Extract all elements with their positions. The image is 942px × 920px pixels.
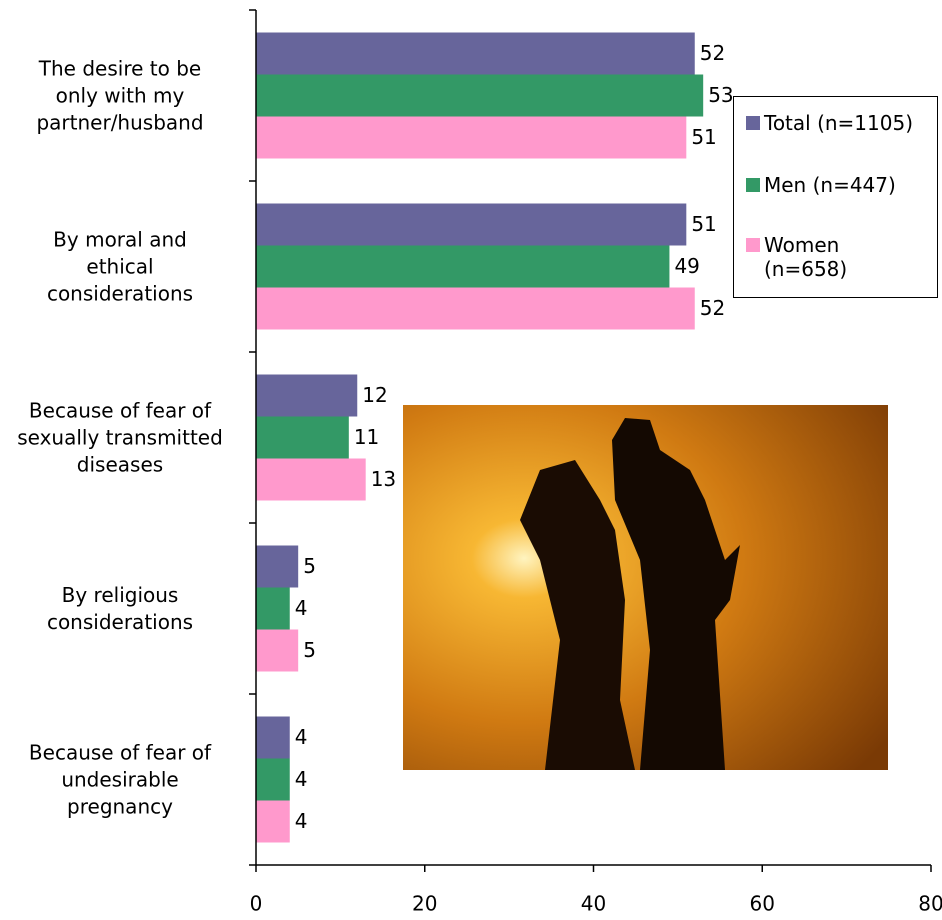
value-label: 49 xyxy=(674,254,699,278)
value-label: 51 xyxy=(691,212,716,236)
value-label: 51 xyxy=(691,125,716,149)
value-label: 12 xyxy=(362,383,387,407)
bar xyxy=(256,801,290,843)
legend-item: Women (n=658) xyxy=(746,233,847,281)
x-tick-label: 0 xyxy=(250,892,263,916)
bar xyxy=(256,288,695,330)
value-label: 5 xyxy=(303,638,316,662)
category-label: Because of fear of sexually transmitted … xyxy=(0,397,240,478)
value-label: 11 xyxy=(354,425,379,449)
legend-item: Total (n=1105) xyxy=(746,111,913,135)
legend-swatch xyxy=(746,178,760,192)
x-tick-label: 60 xyxy=(750,892,775,916)
bar xyxy=(256,717,290,759)
bar xyxy=(256,117,686,159)
bar xyxy=(256,546,298,588)
category-label: By moral and ethical considerations xyxy=(0,226,240,307)
legend-label: Men (n=447) xyxy=(764,173,896,197)
bar xyxy=(256,33,695,75)
bar xyxy=(256,375,357,417)
x-tick-label: 80 xyxy=(918,892,942,916)
category-label: Because of fear of undesirable pregnancy xyxy=(0,739,240,820)
value-label: 4 xyxy=(295,809,308,833)
bar xyxy=(256,588,290,630)
value-label: 13 xyxy=(371,467,396,491)
legend-label: Women (n=658) xyxy=(764,233,847,281)
legend-swatch xyxy=(746,116,760,130)
legend-item: Men (n=447) xyxy=(746,173,896,197)
bar xyxy=(256,246,669,288)
category-label: By religious considerations xyxy=(0,582,240,636)
bar xyxy=(256,204,686,246)
value-label: 4 xyxy=(295,725,308,749)
photo xyxy=(403,405,888,770)
bar xyxy=(256,459,366,501)
category-label: The desire to be only with my partner/hu… xyxy=(0,55,240,136)
legend: Total (n=1105) Men (n=447) Women (n=658) xyxy=(733,96,938,298)
value-label: 4 xyxy=(295,767,308,791)
legend-swatch xyxy=(746,238,760,252)
x-tick-label: 40 xyxy=(581,892,606,916)
value-label: 52 xyxy=(700,296,725,320)
value-label: 53 xyxy=(708,83,733,107)
value-label: 5 xyxy=(303,554,316,578)
bar xyxy=(256,75,703,117)
value-label: 52 xyxy=(700,41,725,65)
bar xyxy=(256,417,349,459)
value-label: 4 xyxy=(295,596,308,620)
x-tick-label: 20 xyxy=(412,892,437,916)
legend-label: Total (n=1105) xyxy=(764,111,913,135)
bar xyxy=(256,630,298,672)
bar xyxy=(256,759,290,801)
page: 020406080525351514952121113545444 Total … xyxy=(0,0,942,920)
